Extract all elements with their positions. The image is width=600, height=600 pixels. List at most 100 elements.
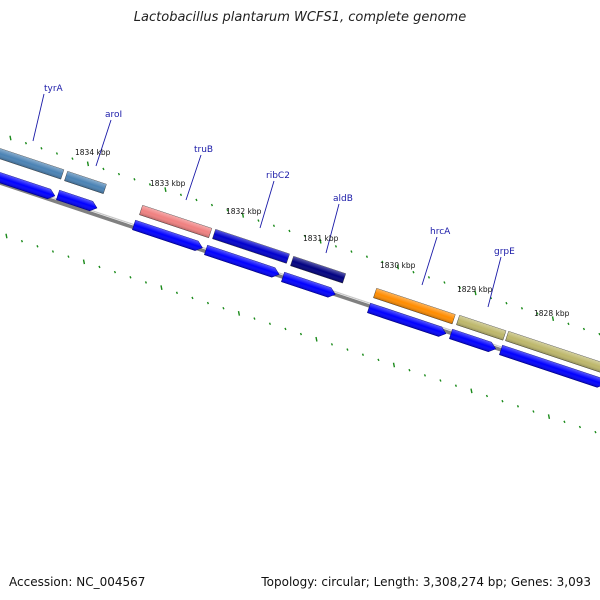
gene-bar-gloss [373, 288, 456, 324]
lower-tick [454, 384, 458, 387]
upper-tick [257, 219, 260, 222]
upper-tick [520, 307, 524, 310]
gene-label-aroI: aroI [105, 110, 122, 120]
lower-tick [594, 430, 597, 434]
label-layer: tyrA aroI truB ribC2 aldB hrcA grpE 1834 kbp 183… [32, 84, 570, 318]
lower-tick [284, 327, 287, 331]
gene-feature-ribC2 [212, 229, 290, 264]
lower-tick [501, 399, 504, 403]
lower-tick [206, 301, 210, 305]
cds-arrow [499, 344, 600, 388]
gene-feature-aldB [290, 256, 347, 284]
gene-bar-gloss [290, 256, 346, 284]
gene-leader-line [185, 154, 202, 201]
cds-arrow-gloss [367, 303, 446, 337]
gene-bar-gloss [64, 171, 107, 194]
upper-tick [9, 135, 12, 141]
gene-leader-line [325, 203, 340, 254]
lower-tick [377, 358, 380, 362]
lower-tick [392, 362, 396, 368]
tick-layer [5, 135, 600, 434]
upper-tick [365, 255, 369, 259]
cds-arrow [204, 244, 280, 278]
upper-tick [117, 172, 121, 176]
cds-arrow [367, 302, 447, 337]
upper-tick [582, 327, 586, 331]
lower-tick [129, 276, 132, 279]
kbp-label: 1833 kbp [150, 179, 186, 188]
upper-tick [288, 229, 291, 233]
upper-tick [272, 224, 276, 228]
lower-tick [315, 336, 318, 342]
gene-leader-line [421, 236, 438, 286]
cds-arrow [56, 189, 98, 212]
upper-tick [148, 183, 152, 186]
upper-tick [443, 281, 446, 284]
lower-tick [237, 311, 241, 316]
kbp-label: 1831 kbp [303, 234, 339, 243]
gene-leader-line [487, 256, 502, 308]
lower-tick [222, 306, 225, 310]
upper-tick [334, 245, 338, 248]
upper-tick [179, 193, 183, 197]
lower-tick [144, 281, 148, 284]
lower-tick [82, 259, 86, 265]
upper-tick [319, 238, 322, 244]
lower-tick [191, 296, 194, 300]
upper-tick [24, 141, 28, 145]
gene-feature-truB [139, 205, 213, 239]
upper-tick [381, 260, 384, 264]
upper-tick [40, 147, 43, 150]
gene-bar-gloss [505, 331, 600, 374]
lower-tick [485, 394, 489, 398]
cds-arrow-gloss [499, 345, 600, 388]
upper-tick [350, 250, 353, 253]
kbp-label: 1829 kbp [457, 285, 493, 294]
gene-bar-gloss [0, 147, 64, 180]
upper-tick [133, 178, 136, 181]
gene-label-hrcA: hrcA [430, 227, 451, 237]
upper-tick [210, 203, 214, 207]
gene-leader-line [32, 93, 45, 142]
cds-arrow-gloss [56, 190, 97, 211]
upper-tick [427, 276, 431, 279]
gene-layer [0, 147, 600, 374]
upper-tick [412, 270, 415, 274]
gene-bar-gloss [139, 205, 212, 238]
cds-arrow-gloss [449, 329, 496, 352]
lower-tick [175, 291, 179, 295]
upper-tick [474, 290, 477, 296]
upper-tick [458, 286, 462, 289]
lower-tick [5, 233, 8, 239]
kbp-label: 1832 kbp [226, 207, 262, 216]
upper-tick [551, 316, 555, 322]
gene-label-ribC2: ribC2 [266, 171, 290, 181]
lower-tick [439, 379, 442, 382]
cds-arrow [281, 271, 336, 298]
kbp-label: 1834 kbp [75, 148, 111, 157]
lower-tick [408, 368, 411, 372]
gene-label-truB: truB [194, 145, 213, 155]
lower-tick [423, 374, 427, 377]
lower-tick [51, 250, 55, 253]
upper-tick [195, 198, 198, 202]
cds-arrow-gloss [204, 245, 280, 278]
cds-layer [0, 170, 600, 388]
upper-tick [567, 322, 570, 326]
kbp-label: 1828 kbp [534, 309, 570, 318]
gene-feature-grpE [456, 315, 507, 341]
upper-tick [164, 187, 167, 193]
lower-tick [253, 317, 256, 320]
gene-bar-gloss [212, 229, 290, 264]
lower-tick [470, 388, 473, 394]
gene-feature-unnamed [505, 331, 600, 374]
upper-tick [226, 208, 229, 212]
upper-tick [536, 312, 539, 315]
lower-tick [113, 270, 117, 274]
gene-label-grpE: grpE [494, 247, 515, 257]
lower-tick [67, 255, 70, 258]
lower-tick [268, 322, 272, 326]
cds-arrow-gloss [0, 171, 55, 199]
gene-feature-tyrA [0, 147, 65, 180]
